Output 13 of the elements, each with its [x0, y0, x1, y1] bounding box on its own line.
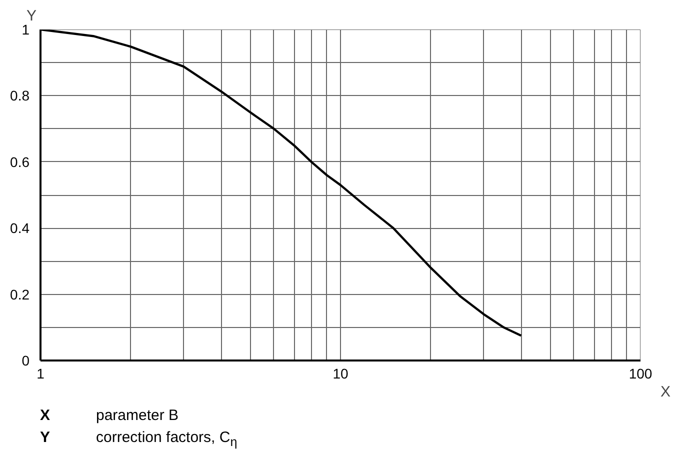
y-tick-label: 1	[22, 22, 30, 38]
x-tick-label: 10	[332, 366, 348, 382]
text: Y correction factors, C$_{η}$	[40, 429, 238, 449]
y-tick-label: 0	[22, 352, 30, 368]
x-tick-label: 1	[36, 366, 45, 382]
y-tick-label: 0.4	[10, 220, 30, 236]
text: X parameter B	[40, 407, 179, 424]
y-axis-title: Y	[26, 8, 37, 24]
y-tick-label: 0.2	[10, 286, 30, 302]
y-tick-label: 0.8	[10, 88, 30, 104]
x-axis-title: X	[660, 384, 671, 400]
y-tick-label: 0.6	[10, 154, 30, 170]
x-tick-label: 100	[628, 366, 652, 382]
